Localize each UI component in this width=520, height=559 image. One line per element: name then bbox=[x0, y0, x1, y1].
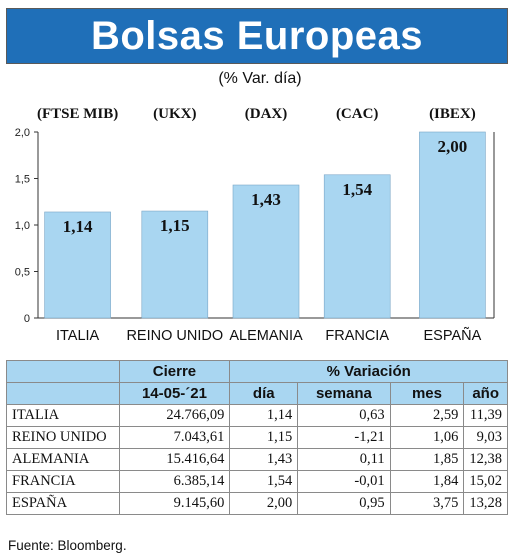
row-anio: 13,28 bbox=[463, 492, 508, 515]
row-cierre: 9.145,60 bbox=[118, 492, 231, 515]
bar bbox=[141, 210, 209, 319]
subheader-corner bbox=[6, 382, 120, 405]
bar bbox=[232, 184, 300, 319]
table-row: ESPAÑA 9.145,60 2,00 0,95 3,75 13,28 bbox=[6, 492, 508, 515]
bar-chart: 0 0,5 1,0 1,5 2,0 1,14 (FTSE MIB) ITALIA 1,15 (UK… bbox=[15, 106, 495, 344]
row-semana: -0,01 bbox=[297, 470, 391, 493]
row-dia: 1,43 bbox=[229, 448, 299, 471]
data-label: 1,54 bbox=[342, 180, 372, 199]
row-semana: 0,95 bbox=[297, 492, 391, 515]
row-country: ITALIA bbox=[6, 404, 120, 427]
source-note: Fuente: Bloomberg. bbox=[8, 538, 127, 553]
x-tick-label: ALEMANIA bbox=[229, 328, 303, 344]
row-cierre: 7.043,61 bbox=[118, 426, 231, 449]
bar bbox=[44, 211, 111, 319]
y-tick-label: 0,5 bbox=[15, 267, 30, 279]
row-semana: -1,21 bbox=[297, 426, 391, 449]
y-tick-label: 2,0 bbox=[15, 127, 30, 139]
index-label: (UKX) bbox=[153, 106, 196, 122]
y-tick-label: 1,0 bbox=[15, 220, 30, 232]
header-cierre: Cierre bbox=[118, 360, 231, 383]
row-cierre: 15.416,64 bbox=[118, 448, 231, 471]
row-semana: 0,63 bbox=[297, 404, 391, 427]
row-dia: 1,14 bbox=[229, 404, 299, 427]
row-mes: 1,06 bbox=[389, 426, 465, 449]
row-dia: 1,54 bbox=[229, 470, 299, 493]
title-banner: Bolsas Europeas bbox=[6, 8, 508, 64]
header-corner bbox=[6, 360, 120, 383]
header-dia: día bbox=[229, 382, 299, 405]
table-subheader-row: 14-05-´21 día semana mes año bbox=[6, 382, 508, 405]
data-label: 1,43 bbox=[251, 190, 281, 209]
row-anio: 11,39 bbox=[463, 404, 508, 427]
row-country: FRANCIA bbox=[6, 470, 120, 493]
header-anio: año bbox=[463, 382, 508, 405]
chart-title: Bolsas Europeas bbox=[90, 14, 424, 58]
index-label: (DAX) bbox=[245, 106, 288, 122]
row-anio: 15,02 bbox=[463, 470, 508, 493]
table-row: FRANCIA 6.385,14 1,54 -0,01 1,84 15,02 bbox=[6, 470, 508, 493]
index-label: (CAC) bbox=[336, 106, 379, 122]
row-country: ESPAÑA bbox=[6, 492, 120, 515]
bar bbox=[323, 174, 391, 319]
chart-subtitle: (% Var. día) bbox=[218, 70, 302, 87]
data-label: 1,14 bbox=[63, 217, 93, 236]
bar bbox=[419, 131, 486, 319]
x-tick-label: FRANCIA bbox=[325, 328, 389, 344]
y-tick-label: 0 bbox=[24, 313, 30, 325]
row-mes: 2,59 bbox=[389, 404, 465, 427]
header-semana: semana bbox=[297, 382, 391, 405]
data-label: 2,00 bbox=[438, 137, 468, 156]
row-dia: 1,15 bbox=[229, 426, 299, 449]
x-tick-label: REINO UNIDO bbox=[126, 328, 223, 344]
row-cierre: 24.766,09 bbox=[118, 404, 231, 427]
row-country: REINO UNIDO bbox=[6, 426, 120, 449]
header-mes: mes bbox=[389, 382, 465, 405]
row-anio: 9,03 bbox=[463, 426, 508, 449]
table-row: ALEMANIA 15.416,64 1,43 0,11 1,85 12,38 bbox=[6, 448, 508, 471]
row-semana: 0,11 bbox=[297, 448, 391, 471]
row-anio: 12,38 bbox=[463, 448, 508, 471]
y-tick-label: 1,5 bbox=[15, 174, 30, 186]
data-table: Cierre % Variación 14-05-´21 día semana … bbox=[6, 360, 508, 515]
table-row: REINO UNIDO 7.043,61 1,15 -1,21 1,06 9,0… bbox=[6, 426, 508, 449]
row-country: ALEMANIA bbox=[6, 448, 120, 471]
x-tick-label: ESPAÑA bbox=[424, 327, 482, 344]
table-row: ITALIA 24.766,09 1,14 0,63 2,59 11,39 bbox=[6, 404, 508, 427]
row-mes: 1,85 bbox=[389, 448, 465, 471]
x-tick-label: ITALIA bbox=[56, 328, 100, 344]
row-mes: 1,84 bbox=[389, 470, 465, 493]
row-cierre: 6.385,14 bbox=[118, 470, 231, 493]
index-label: (FTSE MIB) bbox=[37, 106, 118, 122]
data-label: 1,15 bbox=[160, 216, 190, 235]
index-label: (IBEX) bbox=[429, 106, 476, 122]
row-mes: 3,75 bbox=[389, 492, 465, 515]
row-dia: 2,00 bbox=[229, 492, 299, 515]
header-variacion: % Variación bbox=[229, 360, 508, 383]
table-header-row: Cierre % Variación bbox=[6, 360, 508, 383]
header-date: 14-05-´21 bbox=[118, 382, 231, 405]
